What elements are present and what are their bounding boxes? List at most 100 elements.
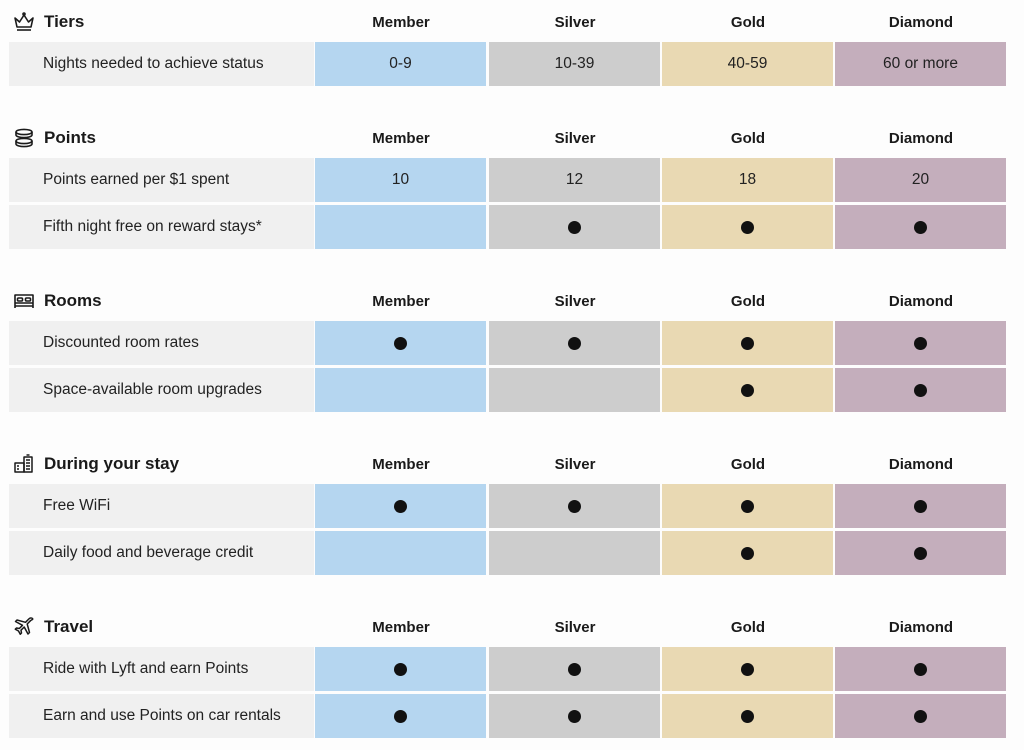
section-title-text: Travel [44, 617, 94, 636]
tier-header-silver: Silver [554, 13, 596, 31]
included-dot-icon [741, 383, 754, 397]
section-points: Points Member Silver Gold Diamond Points… [0, 118, 1024, 252]
row-label: Nights needed to achieve status [9, 42, 314, 86]
cell-member: 0-9 [315, 42, 486, 86]
cell-silver: 10-39 [489, 42, 660, 86]
tier-header-diamond: Diamond [888, 455, 954, 473]
cell-member [315, 694, 486, 738]
section-header: Points Member Silver Gold Diamond [0, 118, 1024, 158]
tier-header-gold: Gold [730, 292, 766, 310]
tier-header-diamond: Diamond [888, 13, 954, 31]
row-label: Free WiFi [9, 484, 314, 528]
cell-gold [662, 368, 833, 412]
section-header: During your stay Member Silver Gold Diam… [0, 444, 1024, 484]
included-dot-icon [914, 383, 927, 397]
bed-icon [12, 289, 36, 313]
hotel-building-icon [12, 452, 36, 476]
cell-diamond [835, 368, 1006, 412]
cell-silver [489, 321, 660, 365]
table-row: Free WiFi [0, 484, 1024, 528]
tier-header-silver: Silver [554, 129, 596, 147]
section-title-text: Tiers [44, 12, 85, 31]
cell-gold: 40-59 [662, 42, 833, 86]
included-dot-icon [568, 499, 581, 513]
cell-gold [662, 484, 833, 528]
tier-header-gold: Gold [730, 618, 766, 636]
tier-header-diamond: Diamond [888, 292, 954, 310]
cell-silver [489, 205, 660, 249]
included-dot-icon [914, 546, 927, 560]
cell-member [315, 647, 486, 691]
included-dot-icon [741, 546, 754, 560]
cell-member [315, 531, 486, 575]
included-dot-icon [741, 336, 754, 350]
included-dot-icon [394, 499, 407, 513]
cell-silver: 12 [489, 158, 660, 202]
included-dot-icon [914, 662, 927, 676]
tier-header-member: Member [372, 13, 430, 31]
included-dot-icon [394, 336, 407, 350]
included-dot-icon [741, 662, 754, 676]
cell-gold [662, 647, 833, 691]
cell-diamond [835, 205, 1006, 249]
table-row: Space-available room upgrades [0, 368, 1024, 412]
cell-gold [662, 531, 833, 575]
tier-header-member: Member [372, 455, 430, 473]
table-row: Points earned per $1 spent 10 12 18 20 [0, 158, 1024, 202]
crown-icon [12, 10, 36, 34]
section-title: Travel [12, 607, 93, 647]
table-row: Ride with Lyft and earn Points [0, 647, 1024, 691]
row-label: Fifth night free on reward stays* [9, 205, 314, 249]
section-header: Rooms Member Silver Gold Diamond [0, 281, 1024, 321]
cell-gold [662, 694, 833, 738]
tier-header-member: Member [372, 618, 430, 636]
cell-diamond [835, 321, 1006, 365]
row-label: Points earned per $1 spent [9, 158, 314, 202]
tier-header-silver: Silver [554, 292, 596, 310]
cell-silver [489, 647, 660, 691]
tier-header-silver: Silver [554, 618, 596, 636]
tier-header-diamond: Diamond [888, 618, 954, 636]
tier-header-gold: Gold [730, 13, 766, 31]
section-title-text: Rooms [44, 291, 102, 310]
section-tiers: Tiers Member Silver Gold Diamond Nights … [0, 2, 1024, 89]
cell-diamond [835, 647, 1006, 691]
tier-header-gold: Gold [730, 455, 766, 473]
cell-diamond [835, 484, 1006, 528]
cell-silver [489, 531, 660, 575]
tier-header-member: Member [372, 292, 430, 310]
section-title-text: Points [44, 128, 96, 147]
section-title: Points [12, 118, 96, 158]
included-dot-icon [568, 709, 581, 723]
section-travel: Travel Member Silver Gold Diamond Ride w… [0, 607, 1024, 741]
cell-silver [489, 368, 660, 412]
cell-member [315, 321, 486, 365]
included-dot-icon [914, 499, 927, 513]
row-label: Earn and use Points on car rentals [9, 694, 314, 738]
cell-silver [489, 694, 660, 738]
cell-member [315, 484, 486, 528]
cell-diamond: 20 [835, 158, 1006, 202]
included-dot-icon [394, 662, 407, 676]
section-title: During your stay [12, 444, 179, 484]
table-row: Nights needed to achieve status 0-9 10-3… [0, 42, 1024, 86]
cell-member [315, 205, 486, 249]
cell-gold [662, 205, 833, 249]
table-row: Daily food and beverage credit [0, 531, 1024, 575]
row-label: Daily food and beverage credit [9, 531, 314, 575]
section-during-your-stay: During your stay Member Silver Gold Diam… [0, 444, 1024, 578]
section-title: Rooms [12, 281, 102, 321]
tier-header-gold: Gold [730, 129, 766, 147]
cell-diamond: 60 or more [835, 42, 1006, 86]
row-label: Ride with Lyft and earn Points [9, 647, 314, 691]
row-label: Space-available room upgrades [9, 368, 314, 412]
cell-gold [662, 321, 833, 365]
section-header: Tiers Member Silver Gold Diamond [0, 2, 1024, 42]
section-title: Tiers [12, 2, 84, 42]
table-row: Discounted room rates [0, 321, 1024, 365]
included-dot-icon [914, 709, 927, 723]
cell-member: 10 [315, 158, 486, 202]
included-dot-icon [741, 220, 754, 234]
section-header: Travel Member Silver Gold Diamond [0, 607, 1024, 647]
tier-header-silver: Silver [554, 455, 596, 473]
